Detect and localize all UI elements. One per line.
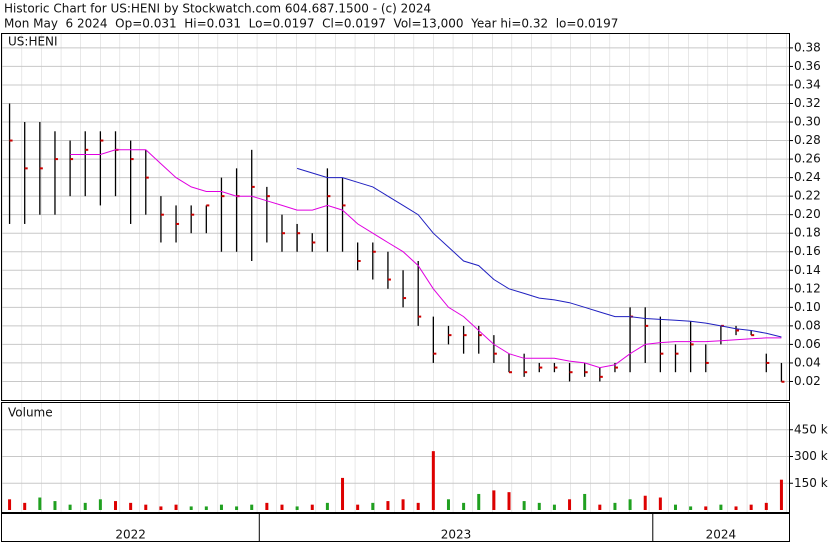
volume-panel [1,402,790,513]
volume-bar [673,504,677,510]
volume-bar [598,504,602,510]
volume-bar [371,502,375,510]
y-tick-label: 0.28 [794,133,821,147]
chart-title: Historic Chart for US:HENI by Stockwatch… [4,2,431,16]
y-tick-label: 0.04 [794,355,821,369]
y-tick-label: 0.12 [794,281,821,295]
volume-bar [779,479,783,510]
volume-label: Volume [8,406,53,420]
volume-bar [38,497,42,510]
volume-bar [295,506,299,510]
volume-bar [83,502,87,510]
y-tick-label: 0.06 [794,337,821,351]
volume-bar [129,502,133,510]
y-tick-label: 0.24 [794,170,821,184]
x-group-label: 2024 [706,528,737,542]
symbol-label: US:HENI [8,35,58,49]
y-tick-label: 0.26 [794,152,821,166]
moving-average [296,167,782,338]
volume-bar [174,504,178,510]
volume-bar [341,477,345,510]
volume-bar [734,506,738,510]
volume-bar [446,499,450,510]
volume-bar [144,504,148,510]
volume-bar [204,506,208,510]
volume-bar [356,504,360,510]
volume-bar [325,502,329,510]
volume-bar [477,493,481,510]
volume-bar [265,502,269,510]
volume-bar [628,499,632,510]
y-tick-label: 0.20 [794,207,821,221]
y-tick-label: 450 k [794,422,828,436]
volume-bar [719,504,723,510]
chart-subtitle: Mon May 6 2024 Op=0.031 Hi=0.031 Lo=0.01… [4,17,618,31]
volume-bar [658,497,662,510]
volume-bar [159,506,163,510]
volume-bar [280,504,284,510]
volume-bar [492,490,496,510]
y-tick-label: 0.02 [794,374,821,388]
volume-bar [23,502,27,510]
volume-bar [401,499,405,510]
x-group-label: 2023 [441,528,472,542]
volume-bar [689,506,693,510]
volume-bar [431,451,435,510]
y-tick-label: 0.36 [794,59,821,73]
y-tick-label: 0.34 [794,77,821,91]
y-tick-label: 0.30 [794,115,821,129]
price-panel [1,33,790,401]
volume-bar [568,499,572,510]
volume-bar [416,502,420,510]
volume-bar [537,502,541,510]
y-tick-label: 0.32 [794,96,821,110]
y-tick-label: 0.10 [794,300,821,314]
volume-bar [764,502,768,510]
volume-bar [189,506,193,510]
x-group-label: 2022 [115,528,146,542]
volume-bar [53,501,57,510]
volume-bar [507,492,511,510]
volume-bar [386,501,390,510]
y-tick-label: 0.08 [794,318,821,332]
y-tick-label: 0.14 [794,263,821,277]
volume-bar [522,501,526,510]
volume-bar [235,506,239,510]
volume-bar [643,495,647,510]
moving-average [70,149,782,369]
volume-bar [219,504,223,510]
volume-bar [68,504,72,510]
volume-bar [250,504,254,510]
y-tick-label: 0.22 [794,189,821,203]
volume-bar [704,506,708,510]
volume-bar [613,502,617,510]
y-tick-label: 0.38 [794,40,821,54]
volume-bar [98,499,102,510]
x-axis-band [1,513,790,542]
y-tick-label: 300 k [794,449,828,463]
volume-bar [462,502,466,510]
y-tick-label: 0.16 [794,244,821,258]
y-tick-label: 0.18 [794,226,821,240]
volume-bar [310,504,314,510]
volume-bar [114,501,118,510]
volume-bar [749,504,753,510]
y-tick-label: 150 k [794,476,828,490]
volume-bar [552,504,556,510]
volume-bar [8,499,12,510]
volume-bar [583,493,587,510]
